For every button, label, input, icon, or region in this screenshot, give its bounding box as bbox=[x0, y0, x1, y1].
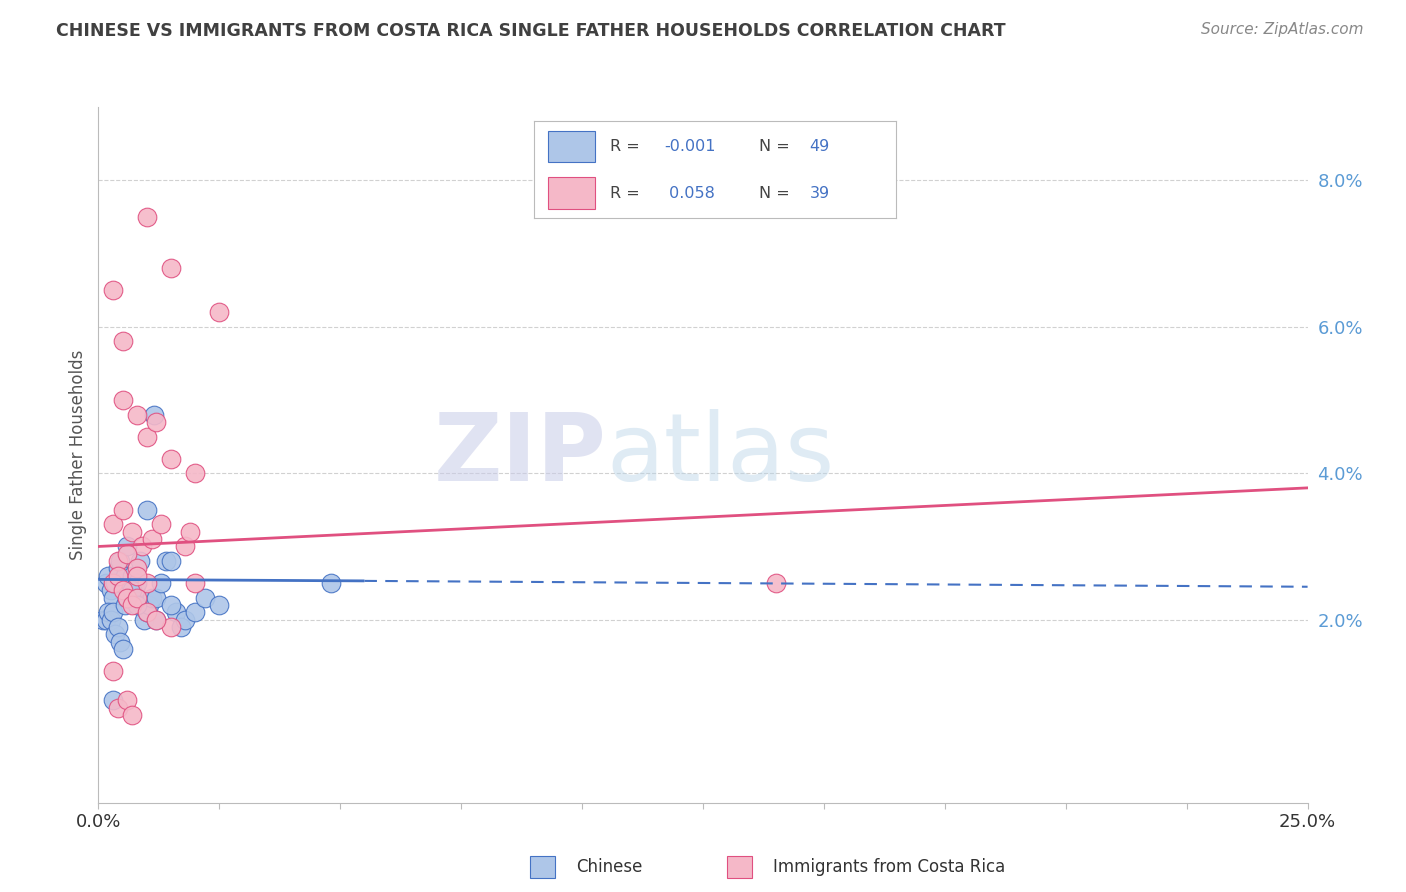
Point bbox=[160, 451, 183, 466]
Point bbox=[101, 591, 124, 605]
Point bbox=[131, 540, 153, 554]
Point bbox=[114, 598, 136, 612]
Point bbox=[107, 554, 129, 568]
Point bbox=[127, 591, 149, 605]
Point bbox=[174, 613, 197, 627]
Point bbox=[160, 598, 183, 612]
Point bbox=[107, 568, 129, 582]
Point bbox=[179, 524, 201, 539]
Text: atlas: atlas bbox=[606, 409, 835, 501]
Point bbox=[117, 693, 139, 707]
Point bbox=[145, 415, 167, 429]
Point bbox=[145, 613, 167, 627]
Point bbox=[117, 591, 139, 605]
Point bbox=[101, 606, 124, 620]
Text: Source: ZipAtlas.com: Source: ZipAtlas.com bbox=[1201, 22, 1364, 37]
Text: Chinese: Chinese bbox=[576, 858, 643, 876]
Point bbox=[141, 532, 163, 546]
Point bbox=[107, 561, 129, 575]
Point bbox=[319, 576, 342, 591]
Point bbox=[111, 642, 134, 657]
Point bbox=[150, 517, 173, 532]
Point bbox=[107, 620, 129, 634]
Point bbox=[100, 613, 122, 627]
Point bbox=[104, 576, 127, 591]
Point bbox=[111, 576, 134, 591]
Point bbox=[208, 598, 231, 612]
Point bbox=[145, 613, 167, 627]
Point bbox=[101, 576, 124, 591]
Point bbox=[135, 606, 157, 620]
Point bbox=[131, 598, 153, 612]
Point bbox=[127, 568, 149, 582]
Point bbox=[94, 613, 117, 627]
Point bbox=[97, 568, 120, 582]
Point bbox=[174, 540, 197, 554]
Point bbox=[145, 591, 167, 605]
Point bbox=[141, 591, 163, 605]
Text: ZIP: ZIP bbox=[433, 409, 606, 501]
Point bbox=[111, 583, 134, 598]
Point bbox=[184, 467, 207, 481]
Point bbox=[101, 664, 124, 678]
Point bbox=[765, 576, 787, 591]
Point bbox=[135, 606, 157, 620]
Point bbox=[155, 554, 177, 568]
Point bbox=[127, 561, 149, 575]
Point bbox=[121, 598, 143, 612]
Point bbox=[121, 707, 143, 722]
Point bbox=[117, 547, 139, 561]
Point bbox=[135, 210, 157, 224]
Point bbox=[108, 634, 131, 648]
Point bbox=[194, 591, 217, 605]
Point bbox=[100, 583, 122, 598]
Point bbox=[127, 576, 149, 591]
Point bbox=[97, 606, 120, 620]
Point bbox=[138, 598, 160, 612]
Point bbox=[117, 540, 139, 554]
Point bbox=[135, 429, 157, 443]
Point bbox=[101, 693, 124, 707]
Point bbox=[127, 408, 149, 422]
Point bbox=[101, 517, 124, 532]
Point bbox=[114, 568, 136, 582]
Point bbox=[169, 620, 191, 634]
Text: CHINESE VS IMMIGRANTS FROM COSTA RICA SINGLE FATHER HOUSEHOLDS CORRELATION CHART: CHINESE VS IMMIGRANTS FROM COSTA RICA SI… bbox=[56, 22, 1005, 40]
Point bbox=[108, 554, 131, 568]
Point bbox=[208, 305, 231, 319]
Point bbox=[111, 392, 134, 407]
Point bbox=[150, 576, 173, 591]
Point bbox=[121, 568, 143, 582]
Point bbox=[94, 576, 117, 591]
Point bbox=[128, 554, 150, 568]
Point bbox=[127, 598, 149, 612]
Point bbox=[160, 261, 183, 276]
Point bbox=[111, 334, 134, 349]
Point bbox=[91, 613, 114, 627]
Point bbox=[124, 583, 146, 598]
Point bbox=[165, 606, 187, 620]
Point bbox=[143, 408, 166, 422]
Point bbox=[134, 613, 156, 627]
Text: Immigrants from Costa Rica: Immigrants from Costa Rica bbox=[773, 858, 1005, 876]
Point bbox=[117, 591, 139, 605]
Point bbox=[121, 524, 143, 539]
Point bbox=[184, 606, 207, 620]
Point bbox=[135, 576, 157, 591]
Point bbox=[104, 627, 127, 641]
Point bbox=[111, 503, 134, 517]
Point bbox=[101, 283, 124, 297]
Point bbox=[135, 503, 157, 517]
Point bbox=[118, 576, 141, 591]
Point bbox=[160, 620, 183, 634]
Y-axis label: Single Father Households: Single Father Households bbox=[69, 350, 87, 560]
Point bbox=[184, 576, 207, 591]
Point bbox=[107, 700, 129, 714]
Point bbox=[121, 583, 143, 598]
Point bbox=[160, 554, 183, 568]
